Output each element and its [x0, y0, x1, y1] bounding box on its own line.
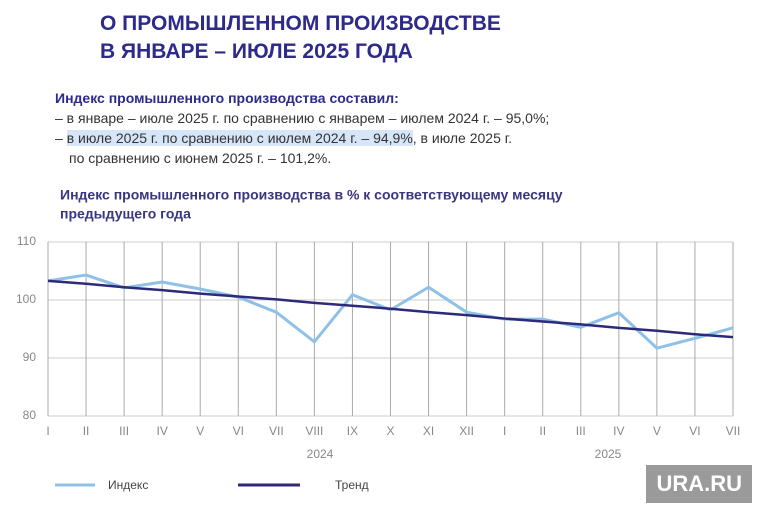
text: – [55, 130, 67, 146]
watermark: URA.RU [646, 465, 752, 503]
year-label: 2025 [595, 447, 622, 461]
summary-line: – в июле 2025 г. по сравнению с июлем 20… [55, 128, 549, 148]
x-tick-label: II [83, 424, 90, 438]
x-tick-label: I [503, 424, 506, 438]
x-tick-label: IV [156, 424, 167, 438]
x-tick-label: V [653, 424, 661, 438]
y-tick-label: 80 [23, 408, 37, 422]
summary-heading: Индекс промышленного производства состав… [55, 90, 399, 106]
x-tick-label: III [576, 424, 586, 438]
summary-line: по сравнению с июнем 2025 г. – 101,2%. [69, 150, 332, 166]
y-tick-label: 90 [23, 350, 37, 364]
year-label: 2024 [307, 447, 334, 461]
summary: Индекс промышленного производства состав… [55, 88, 549, 168]
x-tick-label: VI [689, 424, 700, 438]
series-line [47, 279, 734, 339]
legend-label: Индекс [108, 478, 148, 492]
x-tick-label: VIII [305, 424, 323, 438]
x-tick-label: III [119, 424, 129, 438]
x-tick-label: VII [269, 424, 284, 438]
summary-line: – в январе – июле 2025 г. по сравнению с… [55, 110, 550, 126]
x-tick-label: IX [347, 424, 358, 438]
x-tick-label: VI [233, 424, 244, 438]
highlight: в июле 2025 г. по сравнению с июлем 2024… [66, 130, 413, 146]
chart-title: Индекс промышленного производства в % к … [60, 187, 563, 203]
x-tick-label: VII [726, 424, 741, 438]
y-tick-label: 110 [17, 234, 36, 248]
x-tick-label: II [539, 424, 546, 438]
legend-label: Тренд [335, 478, 369, 492]
title-line: В ЯНВАРЕ – ИЮЛЕ 2025 ГОДА [100, 40, 413, 63]
text: , в июле 2025 г. [412, 130, 513, 146]
title-line: О ПРОМЫШЛЕННОМ ПРОИЗВОДСТВЕ [100, 12, 501, 35]
x-tick-label: I [46, 424, 49, 438]
chart-title: предыдущего года [60, 206, 191, 222]
x-tick-label: XII [459, 424, 474, 438]
title: О ПРОМЫШЛЕННОМ ПРОИЗВОДСТВЕ В ЯНВАРЕ – И… [100, 10, 501, 66]
y-tick-label: 100 [16, 292, 36, 306]
x-tick-label: X [386, 424, 394, 438]
x-tick-label: V [196, 424, 204, 438]
x-tick-label: XI [423, 424, 434, 438]
x-tick-label: IV [613, 424, 624, 438]
